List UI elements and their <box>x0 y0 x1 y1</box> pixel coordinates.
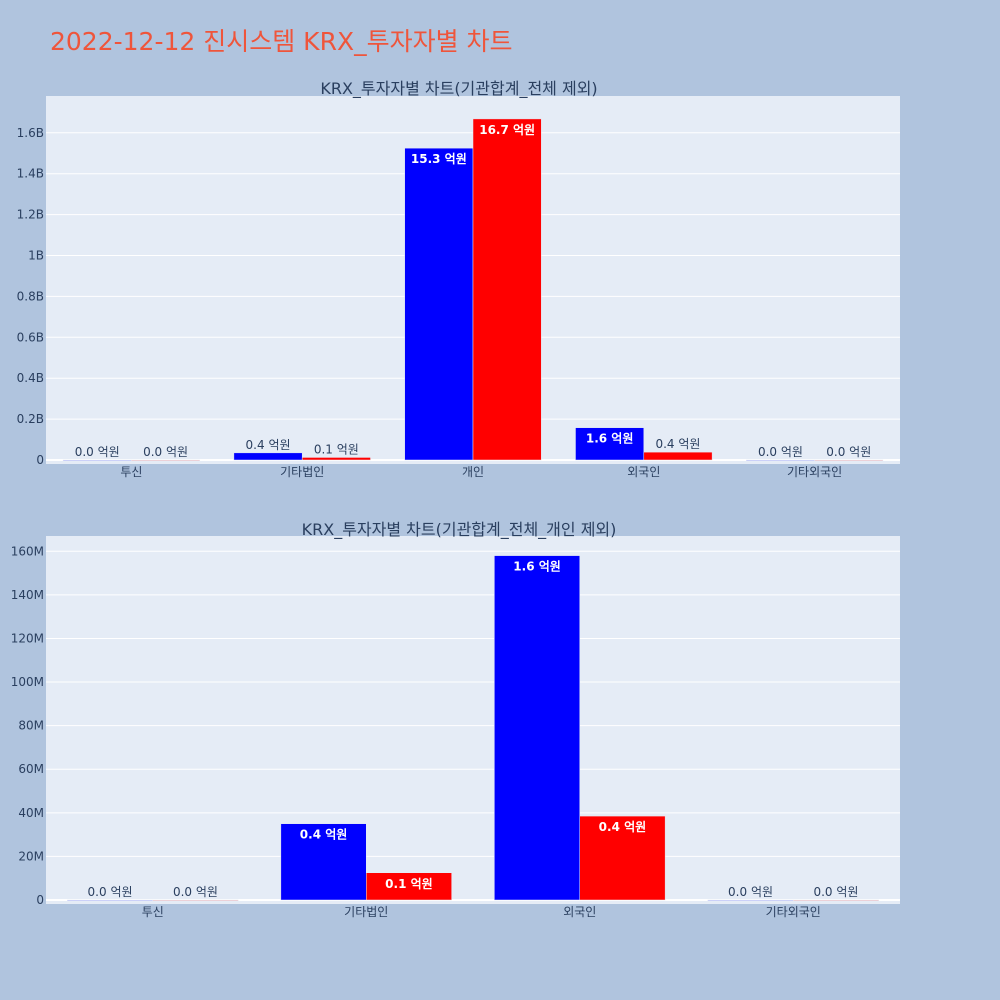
bar <box>67 899 153 901</box>
chart-title: KRX_투자자별 차트(기관합계_전체 제외) <box>320 79 597 99</box>
y-tick-label: 0 <box>36 453 44 467</box>
data-label: 0.4 억원 <box>599 820 647 834</box>
bar <box>301 457 371 461</box>
x-tick-label: 외국인 <box>627 465 660 479</box>
data-label: 0.0 억원 <box>173 885 218 899</box>
bar <box>472 118 542 461</box>
y-tick-label: 0 <box>36 893 44 907</box>
data-label: 1.6 억원 <box>586 432 634 446</box>
x-tick-label: 개인 <box>462 465 484 479</box>
bar <box>793 899 879 901</box>
y-tick-label: 1B <box>28 249 44 263</box>
bar <box>366 872 452 901</box>
data-label: 0.1 억원 <box>385 877 433 891</box>
data-label: 0.1 억원 <box>314 442 359 456</box>
data-label: 0.0 억원 <box>826 445 871 459</box>
y-tick-label: 80M <box>18 719 44 733</box>
data-label: 15.3 억원 <box>411 152 467 166</box>
bar <box>131 459 200 461</box>
x-tick-label: 기타외국인 <box>766 905 821 919</box>
y-tick-label: 120M <box>11 631 44 645</box>
bar <box>643 451 713 461</box>
bar <box>280 823 367 901</box>
bar <box>575 427 645 461</box>
bar <box>404 147 474 461</box>
data-label: 16.7 억원 <box>479 123 535 137</box>
data-label: 0.0 억원 <box>88 885 133 899</box>
data-label: 0.0 억원 <box>143 445 188 459</box>
data-label: 0.0 억원 <box>813 885 858 899</box>
data-label: 0.0 억원 <box>728 885 773 899</box>
y-tick-label: 0.6B <box>17 330 44 344</box>
y-tick-label: 1.6B <box>17 126 44 140</box>
bar <box>494 555 581 901</box>
y-tick-label: 1.2B <box>17 208 44 222</box>
y-tick-label: 0.4B <box>17 371 44 385</box>
bar <box>152 899 239 901</box>
data-label: 0.0 억원 <box>758 445 803 459</box>
y-tick-label: 140M <box>11 588 44 602</box>
data-label: 0.4 억원 <box>300 828 348 842</box>
data-label: 0.4 억원 <box>655 437 700 451</box>
y-tick-label: 40M <box>18 806 44 820</box>
bar <box>707 899 794 901</box>
x-tick-label: 기타법인 <box>280 465 324 479</box>
x-tick-label: 투신 <box>120 465 142 479</box>
x-tick-label: 기타외국인 <box>787 465 842 479</box>
bar <box>233 452 303 461</box>
chart-title: KRX_투자자별 차트(기관합계_전체_개인 제외) <box>302 520 617 540</box>
data-label: 1.6 억원 <box>513 560 561 574</box>
y-tick-label: 1.4B <box>17 167 44 181</box>
bar <box>579 815 666 901</box>
y-tick-label: 60M <box>18 762 44 776</box>
x-tick-label: 투신 <box>142 905 164 919</box>
x-tick-label: 기타법인 <box>344 905 388 919</box>
plot-area <box>46 536 900 904</box>
y-tick-label: 100M <box>11 675 44 689</box>
bar <box>814 459 884 461</box>
page-title: 2022-12-12 진시스템 KRX_투자자별 차트 <box>50 27 513 56</box>
y-tick-label: 0.8B <box>17 289 44 303</box>
x-tick-label: 외국인 <box>563 905 596 919</box>
data-label: 0.0 억원 <box>75 445 120 459</box>
y-tick-label: 0.2B <box>17 412 44 426</box>
y-tick-label: 20M <box>18 849 44 863</box>
y-tick-label: 160M <box>11 544 44 558</box>
data-label: 0.4 억원 <box>246 438 291 452</box>
